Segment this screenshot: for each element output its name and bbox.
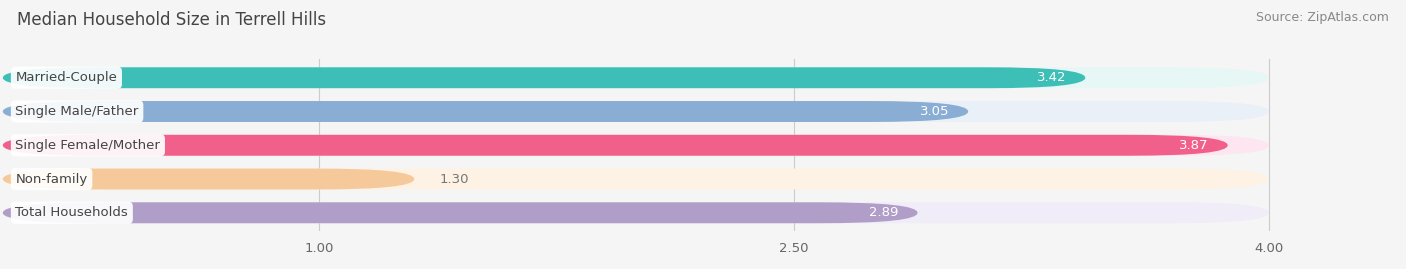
Text: 3.87: 3.87: [1180, 139, 1209, 152]
FancyBboxPatch shape: [3, 169, 415, 189]
FancyBboxPatch shape: [3, 169, 1268, 189]
Text: 2.89: 2.89: [869, 206, 898, 219]
FancyBboxPatch shape: [3, 135, 1268, 156]
Text: Married-Couple: Married-Couple: [15, 71, 117, 84]
FancyBboxPatch shape: [3, 135, 1227, 156]
Text: 3.05: 3.05: [920, 105, 949, 118]
Text: Single Female/Mother: Single Female/Mother: [15, 139, 160, 152]
Text: Source: ZipAtlas.com: Source: ZipAtlas.com: [1256, 11, 1389, 24]
FancyBboxPatch shape: [3, 101, 969, 122]
Text: Single Male/Father: Single Male/Father: [15, 105, 139, 118]
FancyBboxPatch shape: [3, 67, 1085, 88]
Text: Median Household Size in Terrell Hills: Median Household Size in Terrell Hills: [17, 11, 326, 29]
FancyBboxPatch shape: [3, 202, 1268, 223]
Text: 3.42: 3.42: [1036, 71, 1066, 84]
FancyBboxPatch shape: [3, 101, 1268, 122]
Text: Total Households: Total Households: [15, 206, 128, 219]
FancyBboxPatch shape: [3, 67, 1268, 88]
Text: 1.30: 1.30: [440, 172, 470, 186]
FancyBboxPatch shape: [3, 202, 918, 223]
Text: Non-family: Non-family: [15, 172, 87, 186]
